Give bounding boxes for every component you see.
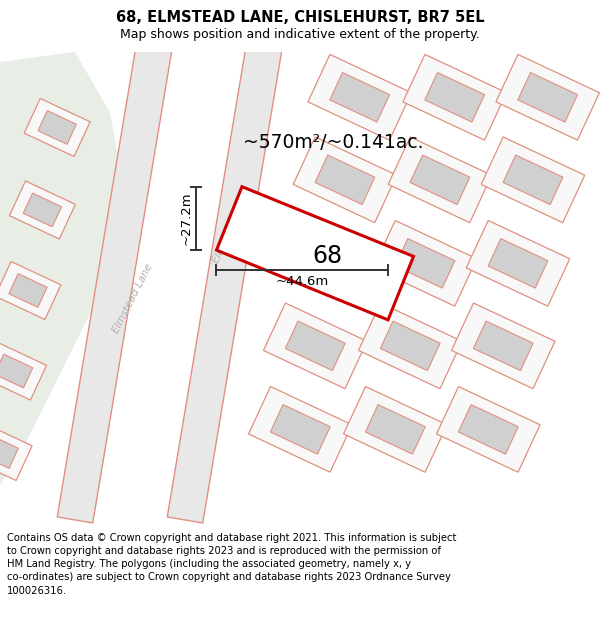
Polygon shape	[9, 274, 47, 308]
Polygon shape	[0, 342, 47, 400]
Polygon shape	[473, 321, 533, 371]
Polygon shape	[248, 386, 352, 472]
Polygon shape	[388, 137, 492, 222]
Polygon shape	[496, 54, 599, 140]
Polygon shape	[0, 354, 33, 388]
Polygon shape	[458, 404, 518, 454]
Text: Elmstead Lane: Elmstead Lane	[111, 262, 155, 335]
Polygon shape	[0, 52, 125, 485]
Polygon shape	[57, 39, 173, 523]
Text: ~570m²/~0.141ac.: ~570m²/~0.141ac.	[243, 133, 424, 152]
Polygon shape	[365, 404, 425, 454]
Text: 68, ELMSTEAD LANE, CHISLEHURST, BR7 5EL: 68, ELMSTEAD LANE, CHISLEHURST, BR7 5EL	[116, 11, 484, 26]
Polygon shape	[358, 303, 462, 389]
Polygon shape	[403, 54, 506, 140]
Polygon shape	[380, 321, 440, 371]
Polygon shape	[23, 193, 62, 227]
Polygon shape	[300, 239, 360, 288]
Polygon shape	[38, 111, 76, 144]
Polygon shape	[286, 321, 345, 371]
Polygon shape	[437, 386, 540, 472]
Polygon shape	[518, 72, 578, 122]
Polygon shape	[24, 99, 90, 156]
Polygon shape	[344, 386, 447, 472]
Text: ~44.6m: ~44.6m	[275, 275, 329, 288]
Polygon shape	[293, 137, 397, 222]
Polygon shape	[278, 221, 382, 306]
Polygon shape	[308, 54, 412, 140]
Text: Elmstead Lane: Elmstead Lane	[211, 192, 255, 264]
Polygon shape	[315, 155, 375, 204]
Polygon shape	[481, 137, 585, 222]
Polygon shape	[263, 303, 367, 389]
Polygon shape	[425, 72, 485, 122]
Polygon shape	[0, 434, 19, 468]
Text: Contains OS data © Crown copyright and database right 2021. This information is : Contains OS data © Crown copyright and d…	[7, 533, 457, 596]
Polygon shape	[503, 155, 563, 204]
Polygon shape	[0, 261, 61, 319]
Polygon shape	[488, 239, 548, 288]
Polygon shape	[451, 303, 555, 389]
Polygon shape	[10, 181, 76, 239]
Polygon shape	[395, 239, 455, 288]
Polygon shape	[466, 221, 570, 306]
Polygon shape	[330, 72, 389, 122]
Polygon shape	[271, 404, 330, 454]
Text: 68: 68	[312, 244, 342, 268]
Text: ~27.2m: ~27.2m	[179, 192, 193, 245]
Polygon shape	[167, 39, 283, 523]
Text: Map shows position and indicative extent of the property.: Map shows position and indicative extent…	[120, 28, 480, 41]
Polygon shape	[410, 155, 470, 204]
Polygon shape	[0, 422, 32, 481]
Polygon shape	[217, 187, 413, 320]
Polygon shape	[373, 221, 477, 306]
